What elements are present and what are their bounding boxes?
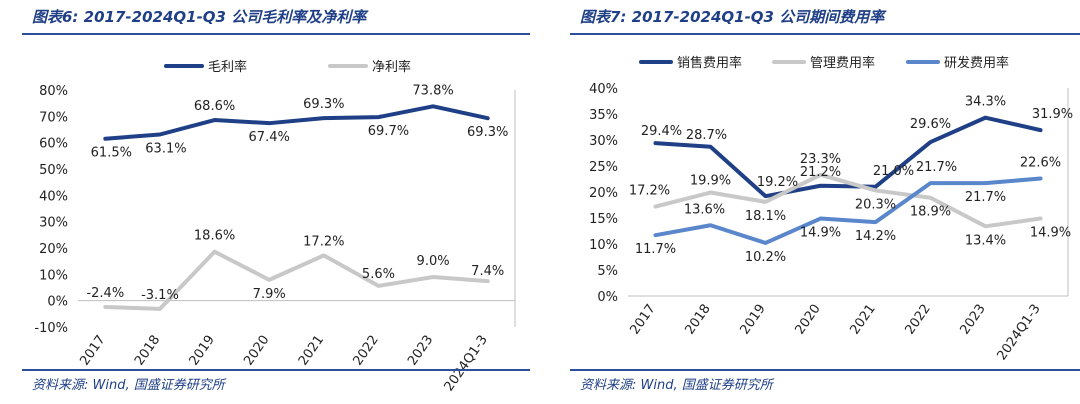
legend-label: 净利率 (372, 59, 411, 75)
y-tick-label: 10% (39, 268, 68, 283)
series-line-3 (653, 176, 1043, 245)
chart-title: 图表7: 2017-2024Q1-Q3 公司期间费用率 (580, 8, 885, 26)
legend-label: 管理费用率 (810, 55, 875, 71)
series-line-2 (653, 172, 1043, 229)
data-label: 14.9% (1030, 226, 1071, 241)
x-tick-label: 2021 (848, 302, 879, 338)
data-label: 17.2% (303, 234, 344, 249)
title-divider (570, 33, 1080, 35)
y-tick-label: 0% (47, 295, 68, 310)
y-tick-label: 20% (39, 242, 68, 257)
x-tick-label: 2022 (903, 302, 934, 338)
data-label: 61.5% (91, 146, 132, 161)
data-label: 29.4% (641, 124, 682, 139)
data-label: 21.7% (965, 190, 1006, 205)
y-tick-label: 5% (597, 264, 618, 279)
y-tick-label: 60% (39, 137, 68, 152)
series-line-1 (653, 115, 1043, 199)
expense-ratio-panel: 图表7: 2017-2024Q1-Q3 公司期间费用率 0% 5% 10% 15% 20… (548, 0, 1080, 404)
data-label: 17.2% (629, 184, 670, 199)
data-label: 68.6% (194, 99, 235, 114)
data-label: 14.9% (800, 226, 841, 241)
data-label: 13.6% (684, 202, 725, 217)
source-note: 资料来源: Wind, 国盛证券研究所 (32, 378, 225, 393)
x-tick-label: 2017 (77, 333, 108, 369)
y-tick-label: 40% (589, 82, 618, 97)
y-tick-label: 35% (589, 108, 618, 123)
series-line-2 (103, 249, 490, 311)
data-label: 29.6% (910, 117, 951, 132)
data-label: 10.2% (745, 250, 786, 265)
y-tick-label: 50% (39, 163, 68, 178)
data-label: 9.0% (417, 254, 450, 269)
data-label: 14.2% (855, 229, 896, 244)
x-tick-label: 2020 (793, 302, 824, 338)
x-tick-label: 2024Q1-3 (442, 333, 491, 394)
data-label: 73.8% (412, 83, 453, 98)
data-label: 63.1% (145, 142, 186, 157)
data-label: 19.9% (690, 174, 731, 189)
data-label: 18.1% (745, 209, 786, 224)
legend-label: 毛利率 (208, 59, 247, 75)
y-tick-label: 25% (589, 160, 618, 175)
data-label: -3.1% (141, 288, 179, 303)
y-tick-label: 30% (39, 216, 68, 231)
data-label: 69.3% (467, 125, 508, 140)
y-tick-label: 10% (589, 238, 618, 253)
data-label: 23.3% (800, 152, 841, 167)
x-tick-label: 2021 (296, 333, 327, 369)
y-tick-label: 20% (589, 186, 618, 201)
x-tick-label: 2023 (958, 302, 989, 338)
data-label: 21.7% (916, 160, 957, 175)
data-label: 22.6% (1020, 155, 1061, 170)
data-label: 34.3% (965, 95, 1006, 110)
x-tick-label: 2019 (738, 302, 769, 338)
margin-line-chart: -10% 0% 10% 20% 30% 40% 50% 60% 70% 80% 2017 2018 20… (34, 59, 516, 394)
source-divider (570, 369, 1080, 371)
series-line-1 (103, 104, 490, 141)
gross-net-margin-panel: 图表6: 2017-2024Q1-Q3 公司毛利率及净利率 -10% 0% 10% 2… (0, 0, 530, 404)
data-label: 7.4% (471, 264, 504, 279)
data-label: 20.3% (855, 197, 896, 212)
y-tick-label: -10% (34, 321, 68, 336)
data-label: 5.6% (362, 267, 395, 282)
legend-label: 研发费用率 (944, 55, 1009, 71)
data-label: 18.9% (910, 205, 951, 220)
x-tick-label: 2018 (683, 302, 714, 338)
data-label: 31.9% (1032, 107, 1073, 122)
y-tick-label: 30% (589, 134, 618, 149)
data-label: 21.2% (800, 165, 841, 180)
y-tick-label: 40% (39, 189, 68, 204)
x-tick-label: 2018 (132, 333, 163, 369)
expense-line-chart: 0% 5% 10% 15% 20% 25% 30% 35% 40% 2017 2018 2019 202… (589, 55, 1073, 363)
data-label: 69.3% (303, 97, 344, 112)
x-tick-label: 2024Q1-3 (994, 302, 1043, 363)
source-note: 资料来源: Wind, 国盛证券研究所 (580, 378, 773, 393)
y-tick-label: 0% (597, 290, 618, 305)
x-tick-label: 2020 (241, 333, 272, 369)
legend-label: 销售费用率 (677, 55, 742, 71)
data-label: 18.6% (194, 229, 235, 244)
x-tick-label: 2017 (628, 302, 659, 338)
title-divider (22, 33, 530, 35)
data-label: 7.9% (253, 287, 286, 302)
data-label: 67.4% (249, 130, 290, 145)
data-label: 21.0% (873, 164, 914, 179)
data-label: -2.4% (86, 286, 124, 301)
data-label: 69.7% (368, 124, 409, 139)
x-tick-label: 2019 (187, 333, 218, 369)
y-tick-label: 70% (39, 110, 68, 125)
data-label: 19.2% (757, 175, 798, 190)
data-label: 28.7% (686, 128, 727, 143)
x-tick-label: 2023 (405, 333, 436, 369)
y-tick-label: 80% (39, 84, 68, 99)
data-label: 11.7% (635, 242, 676, 257)
chart-title: 图表6: 2017-2024Q1-Q3 公司毛利率及净利率 (32, 8, 367, 26)
source-divider (22, 369, 530, 371)
data-label: 13.4% (965, 233, 1006, 248)
x-tick-label: 2022 (350, 333, 381, 369)
y-tick-label: 15% (589, 212, 618, 227)
